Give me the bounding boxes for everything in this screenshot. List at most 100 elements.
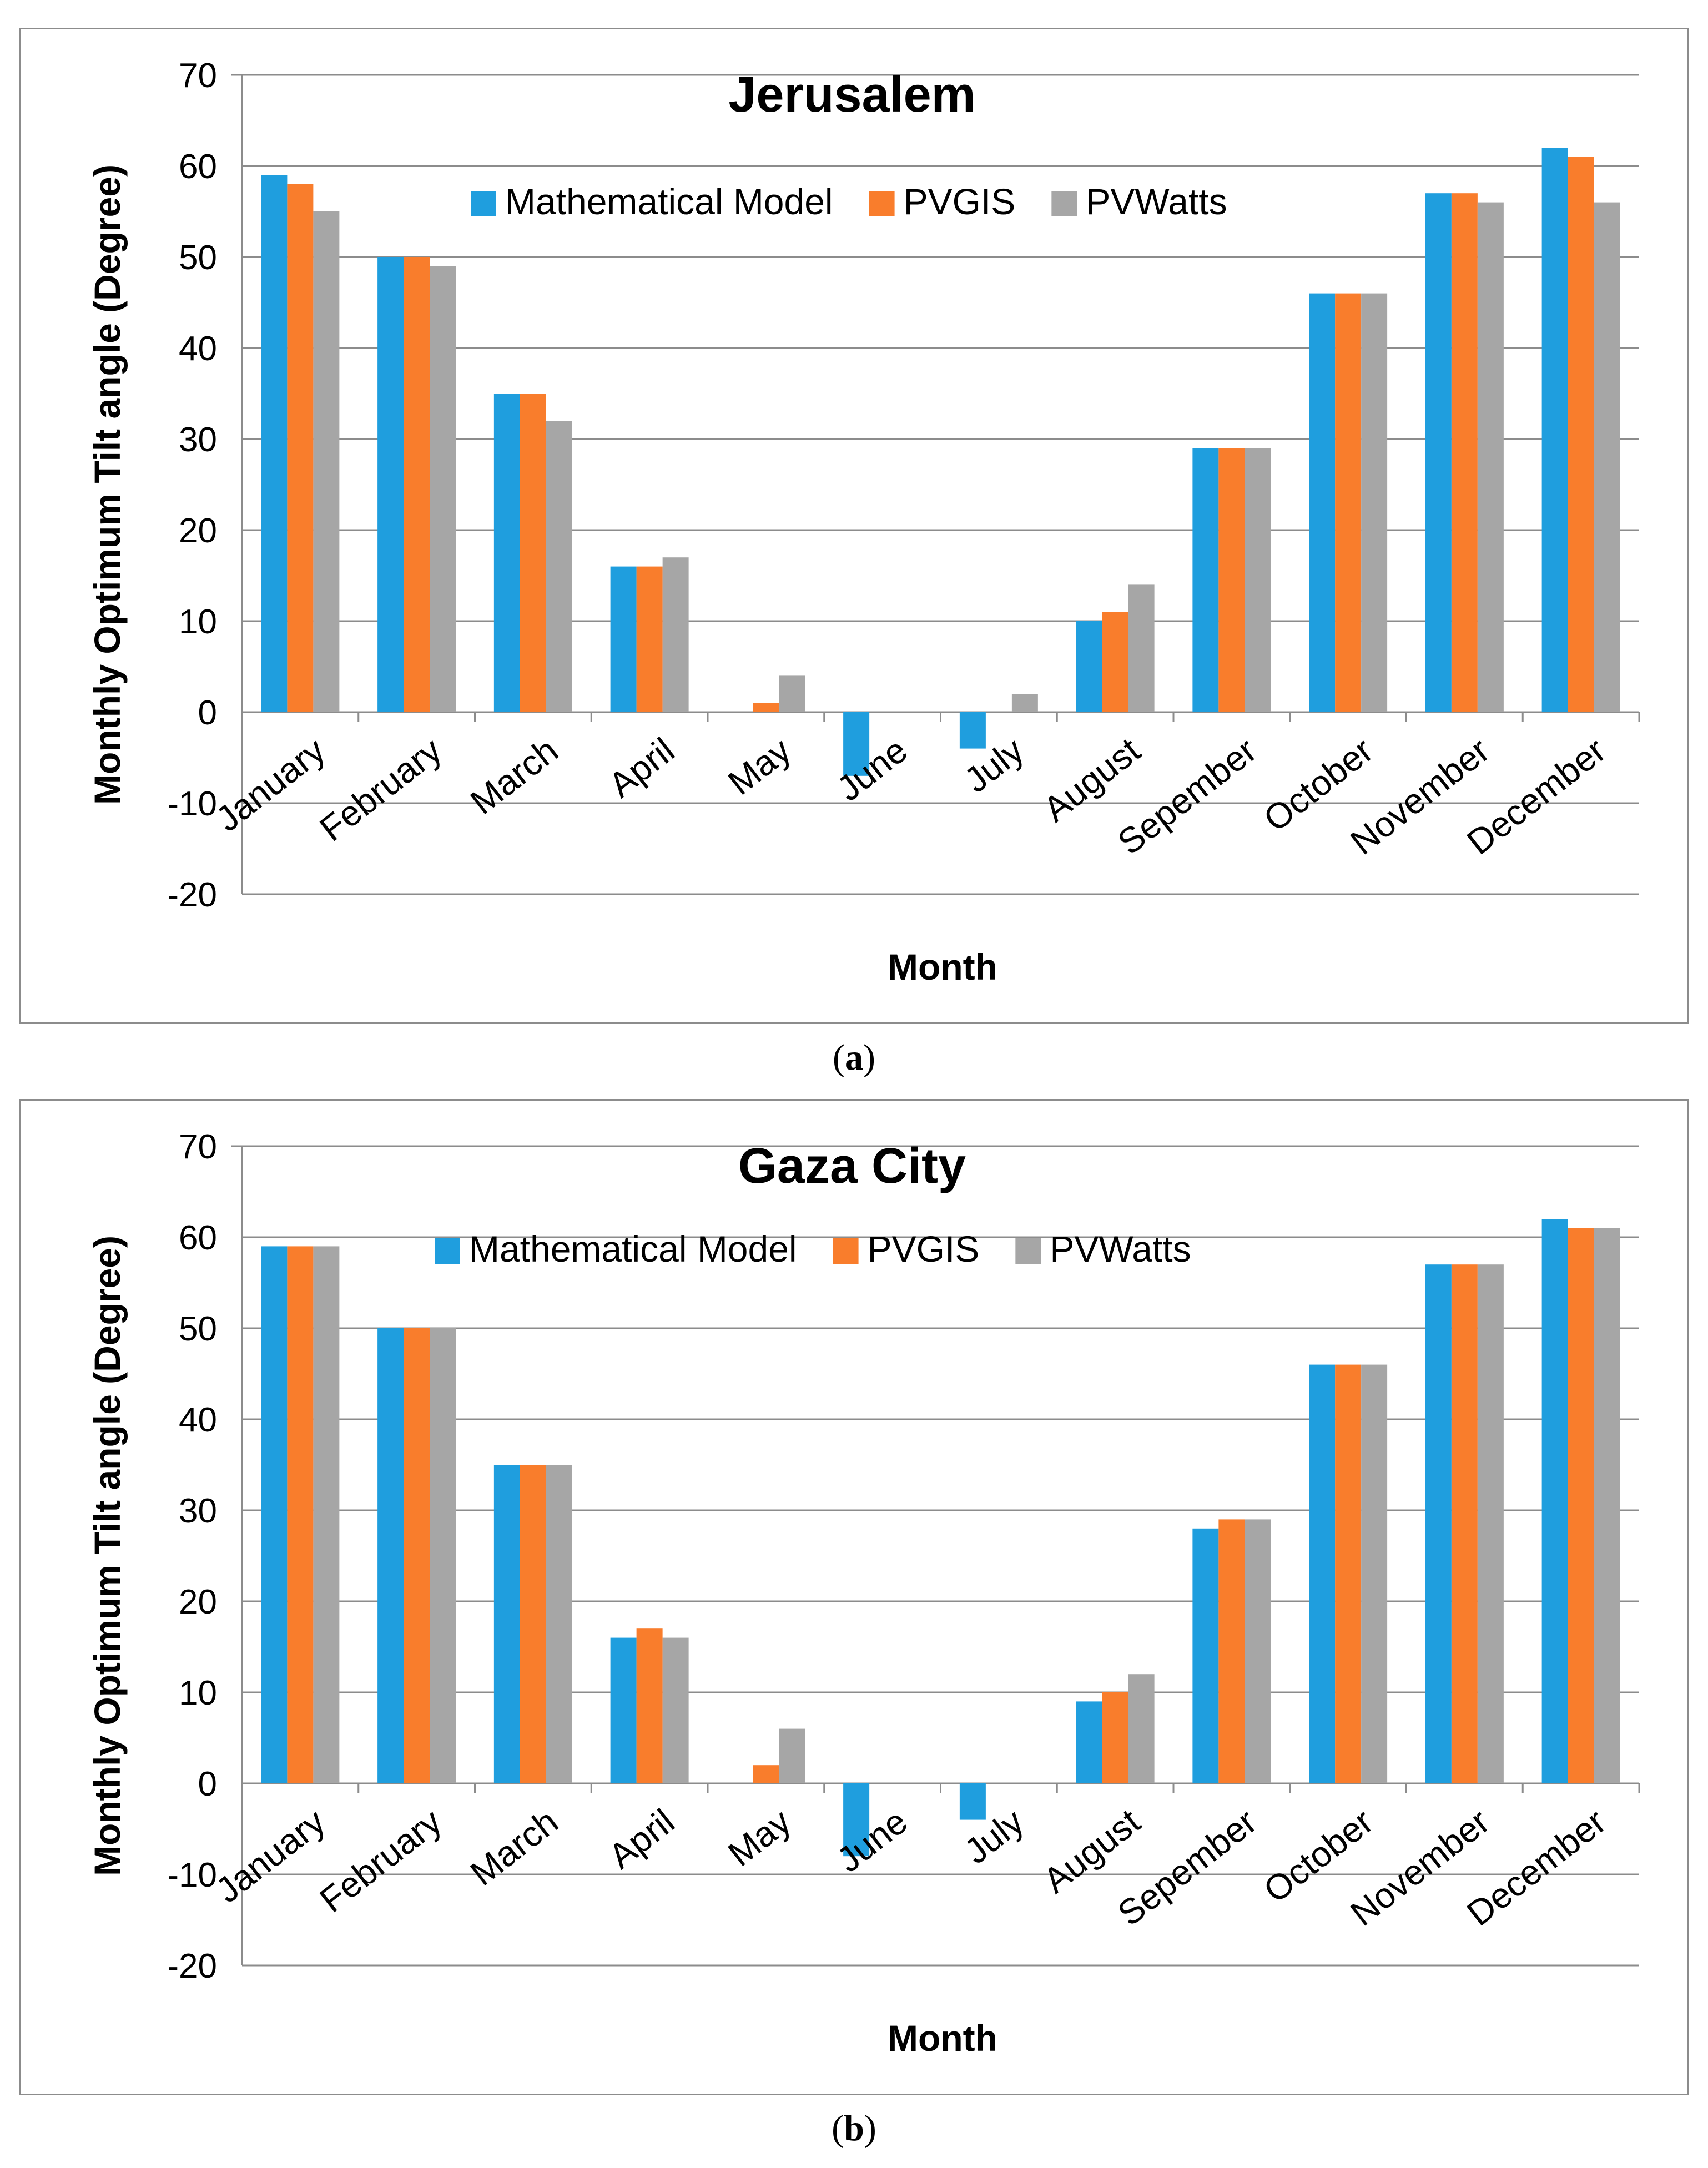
y-tick-label: 10 [179, 1674, 217, 1712]
y-tick-label: -10 [167, 1856, 217, 1894]
bar-pvwatts-december [1594, 202, 1620, 713]
legend-swatch-mathematical-model [435, 1238, 460, 1264]
bar-pvgis-march [520, 1465, 546, 1783]
y-tick-label: 50 [179, 1310, 217, 1348]
legend-swatch-pvwatts [1051, 191, 1077, 216]
y-tick-label: 20 [179, 512, 217, 550]
legend-swatch-pvgis [869, 191, 895, 216]
bar-mathematical-model-january [261, 175, 288, 712]
bar-mathematical-model-february [377, 257, 404, 712]
bar-pvwatts-sepember [1245, 1519, 1271, 1783]
bar-mathematical-model-march [493, 1465, 520, 1783]
legend-label-pvwatts: PVWatts [1050, 1228, 1191, 1269]
y-tick-label: 70 [179, 57, 217, 95]
bar-mathematical-model-february [377, 1328, 404, 1783]
bar-pvwatts-august [1128, 1674, 1155, 1783]
y-tick-label: 30 [179, 421, 217, 459]
y-tick-label: 0 [198, 1765, 217, 1803]
bar-pvgis-sepember [1218, 1519, 1245, 1783]
x-tick-label-may: May [721, 730, 798, 803]
bar-pvgis-february [404, 257, 430, 712]
x-tick-label-june: June [829, 730, 915, 809]
bar-mathematical-model-august [1076, 621, 1102, 712]
bar-mathematical-model-july [959, 1783, 986, 1820]
bar-pvgis-january [287, 184, 314, 712]
legend-label-mathematical-model: Mathematical Model [505, 181, 833, 222]
caption-a: (a) [833, 1037, 875, 1078]
bar-pvgis-october [1335, 1364, 1362, 1783]
bar-pvwatts-july [1011, 694, 1038, 712]
bar-pvwatts-january [313, 1246, 340, 1783]
legend-swatch-pvwatts [1015, 1238, 1041, 1264]
bar-pvwatts-march [546, 1465, 572, 1783]
x-tick-label-january: January [208, 730, 332, 839]
caption-b: (b) [832, 2108, 876, 2149]
legend-label-mathematical-model: Mathematical Model [469, 1228, 797, 1269]
bar-pvwatts-february [430, 1328, 456, 1783]
bar-pvwatts-may [779, 1728, 805, 1783]
x-axis-title: Month [888, 946, 997, 987]
y-tick-label: 50 [179, 239, 217, 277]
x-tick-label-january: January [208, 1801, 332, 1910]
bar-pvwatts-november [1477, 1264, 1504, 1783]
y-tick-label: 20 [179, 1583, 217, 1621]
bar-pvgis-march [520, 394, 546, 712]
y-tick-label: -10 [167, 785, 217, 823]
bar-mathematical-model-march [493, 394, 520, 712]
bar-pvgis-august [1102, 1692, 1128, 1783]
x-tick-label-march: March [463, 730, 565, 822]
y-axis-title: Monthly Optimum Tilt angle (Degree) [87, 1236, 128, 1876]
bar-pvgis-november [1451, 193, 1478, 712]
y-tick-label: 10 [179, 603, 217, 641]
chart-panel-b: 70 60 50 40 30 20 10 0 -10 -20 January February Marc… [19, 1099, 1689, 2095]
bar-pvgis-april [636, 566, 663, 712]
y-tick-label: -20 [167, 1947, 217, 1985]
bar-mathematical-model-sepember [1192, 1528, 1219, 1783]
bar-pvwatts-november [1477, 202, 1504, 713]
bar-pvgis-december [1568, 1228, 1594, 1783]
bar-pvwatts-february [430, 266, 456, 712]
bar-mathematical-model-october [1309, 293, 1336, 712]
legend-label-pvgis: PVGIS [868, 1228, 980, 1269]
x-axis-title: Month [888, 2018, 997, 2059]
bar-mathematical-model-june [843, 1783, 870, 1857]
bar-pvgis-october [1335, 293, 1362, 712]
chart-title: Gaza City [738, 1138, 966, 1194]
bar-pvwatts-october [1361, 1364, 1388, 1783]
bar-pvwatts-april [662, 557, 689, 712]
y-tick-label: -20 [167, 876, 217, 914]
bar-pvgis-december [1568, 157, 1594, 713]
y-tick-label: 40 [179, 1401, 217, 1439]
y-tick-label: 60 [179, 148, 217, 186]
bar-mathematical-model-sepember [1192, 448, 1219, 712]
bar-pvgis-january [287, 1246, 314, 1783]
bar-pvgis-may [753, 703, 779, 712]
chart-panel-a: 70 60 50 40 30 20 10 0 -10 -20 January February Marc… [19, 28, 1689, 1024]
bar-mathematical-model-november [1425, 1264, 1452, 1783]
bar-mathematical-model-november [1425, 193, 1452, 712]
bar-mathematical-model-december [1541, 1219, 1568, 1783]
x-tick-label-february: February [313, 1801, 449, 1920]
bar-mathematical-model-april [610, 1637, 637, 1783]
x-tick-label-april: April [601, 730, 682, 805]
x-tick-label-february: February [313, 730, 449, 849]
bar-mathematical-model-january [261, 1246, 288, 1783]
bar-pvgis-november [1451, 1264, 1478, 1783]
bar-pvgis-may [753, 1765, 779, 1783]
x-tick-label-june: June [829, 1801, 915, 1880]
bar-pvgis-april [636, 1628, 663, 1783]
x-tick-label-may: May [721, 1801, 798, 1874]
legend-label-pvgis: PVGIS [904, 181, 1016, 222]
y-tick-label: 70 [179, 1128, 217, 1166]
y-tick-label: 60 [179, 1219, 217, 1257]
bar-mathematical-model-july [959, 712, 986, 749]
legend-swatch-mathematical-model [471, 191, 496, 216]
bar-pvwatts-march [546, 421, 572, 712]
bar-pvgis-february [404, 1328, 430, 1783]
y-axis-title: Monthly Optimum Tilt angle (Degree) [87, 164, 128, 805]
bar-mathematical-model-april [610, 566, 637, 712]
bar-pvwatts-january [313, 211, 340, 712]
y-tick-label: 30 [179, 1492, 217, 1530]
x-tick-label-april: April [601, 1801, 682, 1877]
